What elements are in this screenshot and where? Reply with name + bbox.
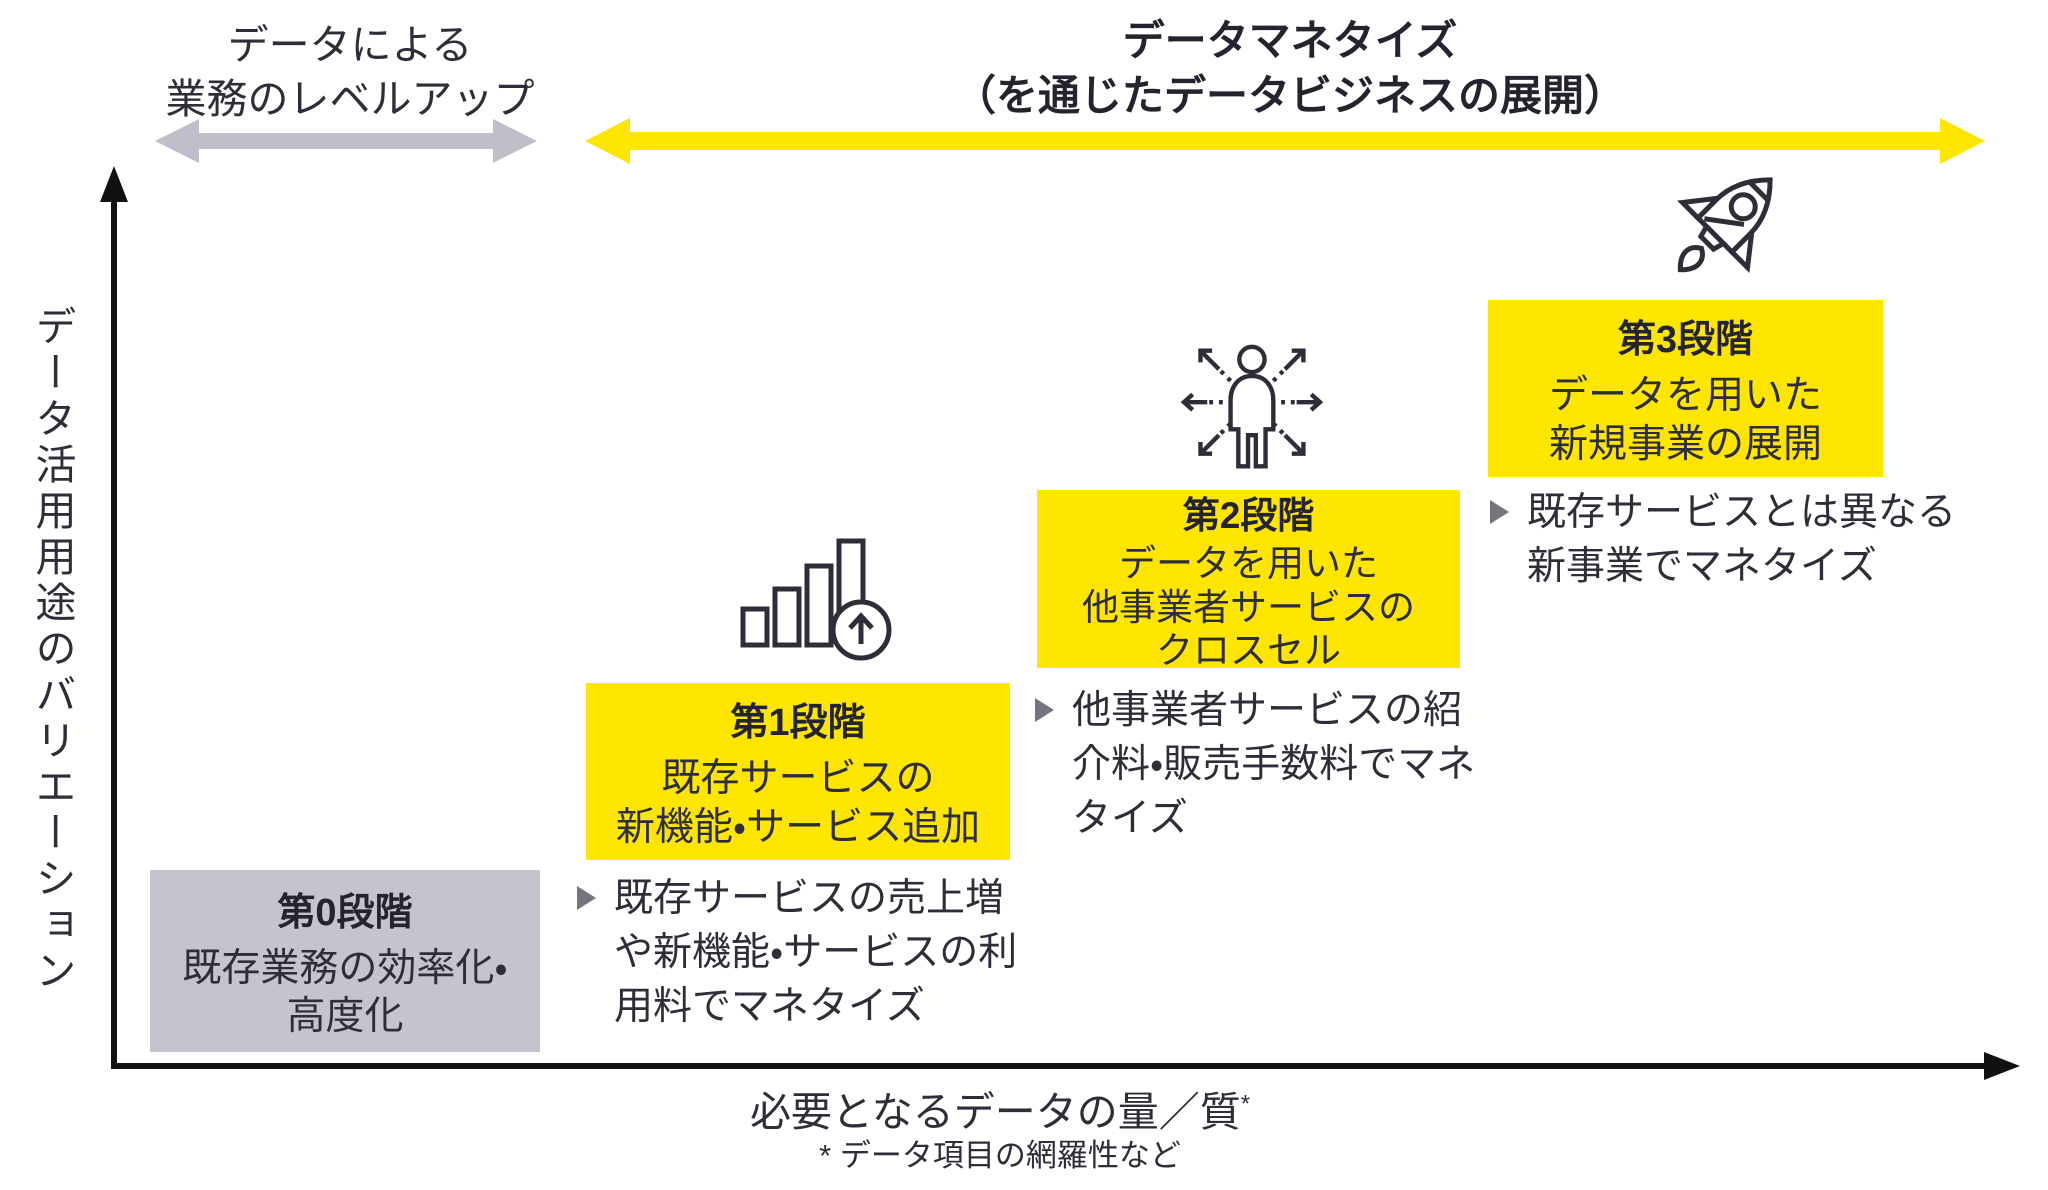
stage2-bullet-text: 他事業者サービスの紹介料・販売手数料でマネタイズ (1072, 689, 1476, 840)
stage3-title: 第3段階 (1617, 319, 1754, 362)
stage0-box: 第0段階 既存業務の効率化・ 高度化 (150, 870, 540, 1052)
gray-double-arrow-icon (155, 119, 537, 163)
y-axis-arrowhead-icon (100, 166, 128, 202)
stage2-box: 第2段階 データを用いた 他事業者サービスの クロスセル (1037, 490, 1460, 671)
bar-chart-up-icon (740, 538, 892, 661)
stage3-body-line: 新規事業の展開 (1548, 422, 1822, 466)
rocket-icon (1677, 177, 1773, 273)
stage1-bullet: 既存サービスの売上増や新機能・サービスの利用料でマネタイズ (577, 872, 1037, 1033)
stage2-body-line: クロスセル (1156, 630, 1341, 672)
stage3-bullet: 既存サービスとは異なる新事業でマネタイズ (1490, 486, 1965, 594)
stage3-box: 第3段階 データを用いた 新規事業の展開 (1488, 300, 1883, 477)
person-arrows-icon (1180, 344, 1324, 469)
bullet-triangle-icon (1035, 698, 1054, 722)
left-scope-title: データによる 業務のレベルアップ (130, 18, 570, 126)
stage2-body-line: データを用いた (1119, 543, 1378, 585)
stage2-title: 第2段階 (1182, 495, 1315, 537)
stage0-body-line: 既存業務の効率化・ (182, 946, 508, 990)
stage1-box: 第1段階 既存サービスの 新機能・サービス追加 (586, 683, 1010, 860)
x-axis-label-asterisk: * (1240, 1090, 1251, 1118)
stage1-body-line: 既存サービスの (661, 757, 935, 801)
stage3-body-line: データを用いた (1548, 374, 1822, 418)
y-axis-label: データ活用用途のバリエーション (29, 305, 75, 995)
main-title: データマネタイズ （を通じたデータビジネスの展開） (640, 14, 1940, 123)
stage1-title: 第1段階 (730, 702, 866, 745)
stage1-bullet-text: 既存サービスの売上増や新機能・サービスの利用料でマネタイズ (614, 877, 1018, 1028)
x-axis-label-text: 必要となるデータの量／質 (749, 1089, 1241, 1135)
stage0-title: 第0段階 (277, 891, 413, 934)
left-scope-line1: データによる (227, 22, 473, 68)
bullet-triangle-icon (577, 886, 596, 910)
x-axis-label: 必要となるデータの量／質* (700, 1078, 1300, 1138)
yellow-double-arrow-icon (585, 118, 1985, 164)
stage2-body-line: 他事業者サービスの (1082, 586, 1415, 628)
stage1-body-line: 新機能・サービス追加 (615, 805, 981, 849)
bullet-triangle-icon (1490, 500, 1509, 524)
main-title-line1: データマネタイズ (1122, 17, 1458, 64)
left-scope-line2: 業務のレベルアップ (165, 76, 535, 123)
stage2-bullet: 他事業者サービスの紹介料・販売手数料でマネタイズ (1035, 684, 1495, 845)
stage0-body-line: 高度化 (286, 995, 404, 1038)
x-axis-arrowhead-icon (1984, 1052, 2020, 1080)
main-title-line2: （を通じたデータビジネスの展開） (953, 71, 1626, 119)
stage3-bullet-text: 既存サービスとは異なる新事業でマネタイズ (1527, 491, 1957, 588)
x-axis-footnote: * データ項目の網羅性など (819, 1138, 1181, 1173)
